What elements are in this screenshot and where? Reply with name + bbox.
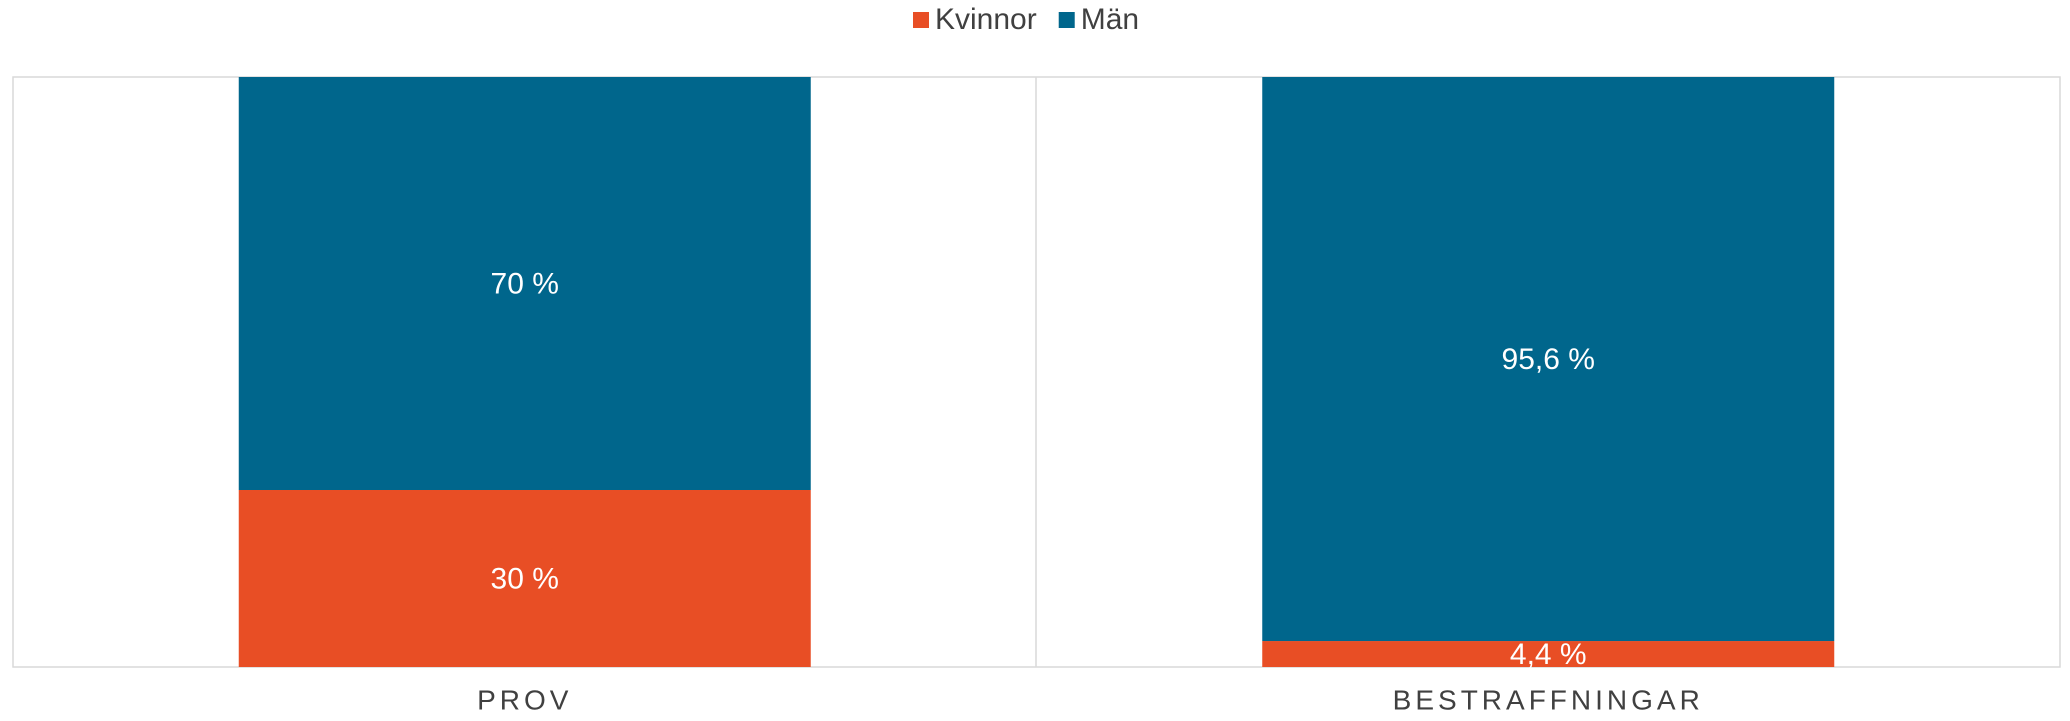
x-tick-label: PROV — [477, 684, 572, 715]
data-label: 30 % — [491, 562, 559, 595]
bar-segment — [238, 490, 811, 667]
data-label: 95,6 % — [1502, 343, 1595, 376]
data-label: 4,4 % — [1510, 638, 1587, 671]
bar-segment — [238, 77, 811, 490]
bar-segment — [1262, 641, 1835, 667]
data-label: 70 % — [491, 267, 559, 300]
x-tick-label: BESTRAFFNINGAR — [1393, 684, 1704, 715]
legend-label: Kvinnor — [935, 3, 1037, 36]
bar-segment — [1262, 77, 1835, 642]
legend-swatch — [1058, 12, 1075, 28]
legend-label: Män — [1081, 3, 1139, 36]
legend-swatch — [913, 12, 929, 28]
